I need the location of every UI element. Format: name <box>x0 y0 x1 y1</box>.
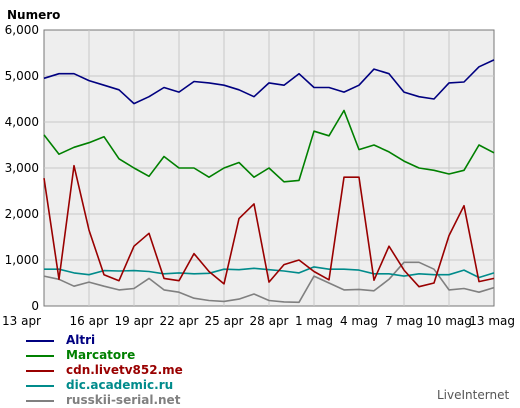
legend-swatch <box>26 339 54 342</box>
series-line-cdn-livetv852-me <box>43 164 495 288</box>
x-tick-label: 4 mag <box>340 314 378 328</box>
x-tick-label: 13 apr <box>2 314 41 328</box>
legend-swatch <box>26 384 54 387</box>
legend-item: Altri <box>26 333 183 348</box>
series-line-dic-academic-ru <box>44 266 495 279</box>
legend-label: Altri <box>66 333 96 347</box>
legend-item: russkii-serial.net <box>26 393 183 408</box>
legend-item: Marcatore <box>26 348 183 363</box>
x-tick-label: 13 mag <box>469 314 515 328</box>
y-tick-label: 6,000 <box>5 23 39 37</box>
legend-item: cdn.livetv852.me <box>26 363 183 378</box>
y-tick-label: 4,000 <box>5 115 39 129</box>
legend-label: russkii-serial.net <box>66 393 181 407</box>
x-tick-label: 22 apr <box>160 314 199 328</box>
x-tick-label: 1 mag <box>295 314 333 328</box>
legend-label: cdn.livetv852.me <box>66 363 183 377</box>
series-line-russkii-serial-net <box>43 261 495 304</box>
series-lines <box>43 59 495 304</box>
legend-swatch <box>26 399 54 402</box>
y-tick-label: 0 <box>31 299 39 313</box>
y-tick-label: 3,000 <box>5 161 39 175</box>
legend-label: Marcatore <box>66 348 136 362</box>
line-chart: 0 1,000 2,000 3,000 4,000 5,000 6,000 13 apr 16… <box>2 8 515 328</box>
x-tick-label: 28 apr <box>250 314 289 328</box>
x-axis-ticks: 13 apr 16 apr 19 apr 22 apr 25 apr 28 apr 1 ma… <box>2 314 515 328</box>
x-tick-label: 16 apr <box>70 314 109 328</box>
legend-swatch <box>26 354 54 357</box>
series-line-altri <box>43 59 495 105</box>
y-axis-title: Numero <box>7 8 60 22</box>
x-tick-label: 19 apr <box>115 314 154 328</box>
legend-swatch <box>26 369 54 372</box>
legend: Altri Marcatore cdn.livetv852.me dic.academ… <box>26 333 183 408</box>
series-line-marcatore <box>43 109 495 183</box>
liveinternet-brand: LiveInternet <box>437 388 510 402</box>
y-tick-label: 5,000 <box>5 69 39 83</box>
x-tick-label: 7 mag <box>385 314 423 328</box>
legend-label: dic.academic.ru <box>66 378 174 392</box>
y-tick-label: 2,000 <box>5 207 39 221</box>
y-axis-ticks: 0 1,000 2,000 3,000 4,000 5,000 6,000 <box>5 23 39 313</box>
y-tick-label: 1,000 <box>5 253 39 267</box>
x-tick-label: 10 mag <box>426 314 472 328</box>
x-tick-label: 25 apr <box>205 314 244 328</box>
legend-item: dic.academic.ru <box>26 378 183 393</box>
